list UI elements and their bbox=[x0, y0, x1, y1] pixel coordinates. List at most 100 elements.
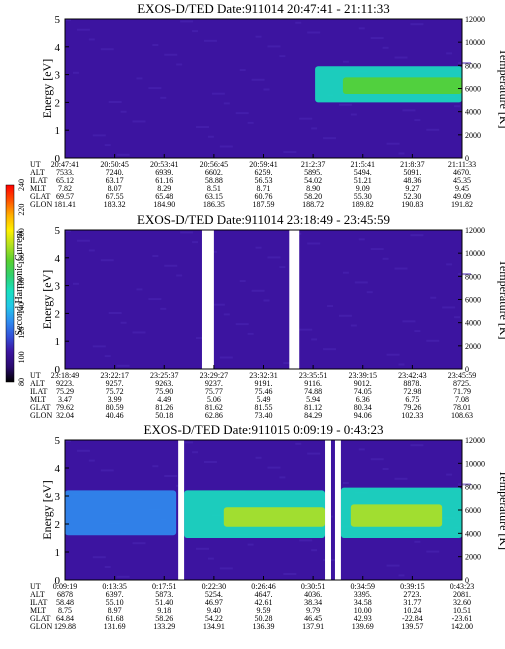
y-tick-label: 3 bbox=[55, 70, 61, 82]
y2-tick-label: 2000 bbox=[465, 342, 481, 351]
colorbar-tick-label: 240 bbox=[17, 179, 26, 191]
y2-tick-label: 4000 bbox=[465, 529, 481, 538]
ephemeris-row-label: GLAT bbox=[30, 192, 51, 201]
y2-tick-label: 0 bbox=[465, 365, 469, 374]
ephemeris-value: 23:18:49 bbox=[51, 371, 79, 380]
ephemeris-value: 50.28 bbox=[255, 614, 273, 623]
ephemeris-value: 21:8:37 bbox=[400, 160, 424, 169]
y-axis-label: Energy [eV] bbox=[40, 59, 54, 118]
y-tick-label: 0 bbox=[55, 575, 61, 587]
ephemeris-value: 2723. bbox=[403, 590, 421, 599]
ephemeris-value: 6939. bbox=[155, 168, 173, 177]
ephemeris-value: 5873. bbox=[155, 590, 173, 599]
ephemeris-value: 21:11:33 bbox=[448, 160, 476, 169]
data-gap bbox=[334, 440, 341, 580]
ephemeris-row-label: ALT bbox=[30, 590, 45, 599]
ephemeris-value: 52.30 bbox=[403, 192, 421, 201]
y2-tick-label: 6000 bbox=[465, 506, 481, 515]
ephemeris-value: -22.84 bbox=[402, 614, 423, 623]
ephemeris-row-label: GLON bbox=[30, 200, 52, 209]
ephemeris-value: 181.41 bbox=[54, 200, 76, 209]
ephemeris-value: 56.53 bbox=[255, 176, 273, 185]
ephemeris-value: 38.34 bbox=[304, 598, 322, 607]
y2-tick-label: 12000 bbox=[465, 15, 485, 24]
ephemeris-value: 46.45 bbox=[304, 614, 322, 623]
ephemeris-value: 8878. bbox=[403, 379, 421, 388]
ephemeris-value: 81.12 bbox=[304, 403, 322, 412]
ephemeris-value: 191.82 bbox=[451, 200, 473, 209]
y-tick-label: 2 bbox=[55, 308, 61, 320]
y2-tick-label: 0 bbox=[465, 154, 469, 163]
y2-tick-label: 0 bbox=[465, 576, 469, 585]
ephemeris-row-label: MLT bbox=[30, 395, 46, 404]
ephemeris-value: 8.71 bbox=[257, 184, 271, 193]
spectrogram-band bbox=[342, 77, 462, 95]
ephemeris-row-label: MLT bbox=[30, 184, 46, 193]
ephemeris-value: 6.75 bbox=[405, 395, 419, 404]
ephemeris-value: 48.36 bbox=[403, 176, 421, 185]
ephemeris-value: 3.47 bbox=[58, 395, 72, 404]
ephemeris-value: 9191. bbox=[255, 379, 273, 388]
ephemeris-value: 142.00 bbox=[451, 622, 473, 631]
ephemeris-value: 9.09 bbox=[356, 184, 370, 193]
ephemeris-value: 55.10 bbox=[106, 598, 124, 607]
ephemeris-value: 40.46 bbox=[106, 411, 124, 420]
ephemeris-value: 189.82 bbox=[352, 200, 374, 209]
ephemeris-value: 9.79 bbox=[306, 606, 320, 615]
ephemeris-value: 10.51 bbox=[453, 606, 471, 615]
ephemeris-value: 6602. bbox=[205, 168, 223, 177]
ephemeris-row-label: UT bbox=[30, 582, 41, 591]
spectrogram-texture bbox=[65, 440, 472, 578]
ephemeris-value: 58.88 bbox=[205, 176, 223, 185]
ephemeris-value: 9257. bbox=[106, 379, 124, 388]
ephemeris-value: 62.86 bbox=[205, 411, 223, 420]
ephemeris-value: 4670. bbox=[453, 168, 471, 177]
ephemeris-value: 9.45 bbox=[455, 184, 469, 193]
ephemeris-value: 5.94 bbox=[306, 395, 320, 404]
y2-axis-label: Temperature [K] bbox=[497, 259, 505, 339]
ephemeris-value: 80.59 bbox=[106, 403, 124, 412]
ephemeris-value: 20:47:41 bbox=[51, 160, 79, 169]
ephemeris-row-label: ALT bbox=[30, 379, 45, 388]
ephemeris-value: 4.49 bbox=[157, 395, 171, 404]
colorbar: 80 100 120 140 160 180 200 220 240 Second Harmon… bbox=[5, 179, 26, 386]
ephemeris-value: 6.36 bbox=[356, 395, 370, 404]
y2-tick-label: 10000 bbox=[465, 38, 485, 47]
y2-tick-label: 8000 bbox=[465, 61, 481, 70]
ephemeris-value: 78.01 bbox=[453, 403, 471, 412]
ephemeris-value: 72.98 bbox=[403, 387, 421, 396]
ephemeris-value: 6878 bbox=[57, 590, 73, 599]
ephemeris-value: 23:22:17 bbox=[100, 371, 128, 380]
ephemeris-value: 94.06 bbox=[354, 411, 372, 420]
y2-axis-label: Temperature [K] bbox=[497, 48, 505, 128]
panel-3: EXOS-D/TED Date:911015 0:09:19 - 0:43:23… bbox=[30, 422, 505, 631]
ephemeris-value: 54.22 bbox=[205, 614, 223, 623]
y-tick-label: 1 bbox=[55, 125, 61, 137]
ephemeris-value: 102.33 bbox=[401, 411, 423, 420]
ephemeris-value: 23:45:59 bbox=[448, 371, 476, 380]
colorbar-tick-label: 180 bbox=[17, 253, 26, 265]
ephemeris-value: 23:29:27 bbox=[200, 371, 228, 380]
y-tick-label: 3 bbox=[55, 281, 61, 293]
ephemeris-value: 42.61 bbox=[255, 598, 273, 607]
ephemeris-value: 9223. bbox=[56, 379, 74, 388]
ephemeris-row-label: GLON bbox=[30, 622, 52, 631]
y-tick-label: 5 bbox=[55, 435, 61, 447]
ephemeris-value: 9.27 bbox=[405, 184, 419, 193]
y-tick-label: 4 bbox=[55, 463, 61, 475]
ephemeris-value: 34.58 bbox=[354, 598, 372, 607]
y2-axis-label: Temperature [K] bbox=[497, 470, 505, 550]
ephemeris-value: 6397. bbox=[106, 590, 124, 599]
ephemeris-value: 6259. bbox=[255, 168, 273, 177]
y2-tick-label: 8000 bbox=[465, 272, 481, 281]
ephemeris-value: 7.08 bbox=[455, 395, 469, 404]
colorbar-tick-label: 120 bbox=[17, 327, 26, 339]
ephemeris-value: 81.62 bbox=[205, 403, 223, 412]
ephemeris-value: 84.29 bbox=[304, 411, 322, 420]
ephemeris-value: -23.61 bbox=[452, 614, 473, 623]
ephemeris-value: 0:26:46 bbox=[251, 582, 275, 591]
y2-tick-label: 4000 bbox=[465, 108, 481, 117]
ephemeris-value: 32.04 bbox=[56, 411, 74, 420]
panel-1: EXOS-D/TED Date:911014 20:47:41 - 21:11:… bbox=[30, 1, 505, 209]
panel-title: EXOS-D/TED Date:911015 0:09:19 - 0:43:23 bbox=[144, 422, 384, 437]
